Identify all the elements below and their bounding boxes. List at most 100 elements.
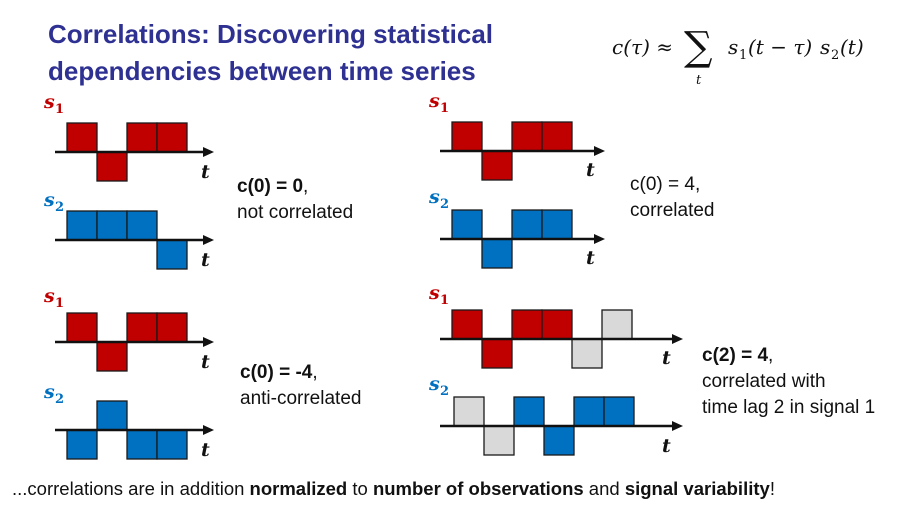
formula-sum-symbol: ∑ — [684, 24, 713, 70]
annotation-value: c(2) = 4 — [702, 345, 769, 366]
signal-time-lag-s1: t s 1 — [428, 282, 683, 369]
signal-label-subscript: 1 — [440, 101, 449, 116]
signal-sample-positive — [513, 396, 545, 427]
annotation-text: correlated with — [702, 371, 826, 392]
formula-s1-arg: (t − τ) — [748, 35, 812, 59]
formula-s2-sub: 2 — [831, 48, 839, 63]
formula-s1-sub: 1 — [739, 48, 747, 63]
signal-label-subscript: 2 — [55, 392, 64, 407]
annotation-time-lag: c(2) = 4, correlated with time lag 2 in … — [702, 343, 875, 421]
signal-sample-negative — [481, 338, 513, 369]
time-axis-arrow — [203, 235, 214, 245]
signal-sample-positive — [541, 309, 573, 340]
signal-sample-positive — [66, 312, 98, 343]
annotation-text: anti-correlated — [240, 388, 362, 409]
signal-sample-positive — [126, 210, 158, 241]
time-axis-arrow — [672, 421, 683, 431]
signal-anti-correlated-s2: t s 2 — [43, 381, 214, 461]
signal-label-subscript: 2 — [55, 200, 64, 215]
signal-label-subscript: 1 — [55, 102, 64, 117]
annotation-value: c(0) = 0 — [237, 176, 304, 197]
signal-sample-shifted — [571, 338, 603, 369]
signal-sample-negative — [156, 429, 188, 460]
time-axis-label: t — [201, 439, 210, 461]
signal-correlated-s2: t s 2 — [428, 186, 605, 269]
signal-label-s1: s — [428, 282, 440, 304]
signal-label-s1: s — [43, 285, 55, 307]
formula-s1: s — [728, 35, 738, 59]
annotation-correlated: c(0) = 4, correlated — [630, 172, 715, 224]
signal-sample-negative — [96, 151, 128, 182]
signal-sample-positive — [156, 312, 188, 343]
signal-sample-negative — [156, 239, 188, 270]
time-axis-label: t — [586, 247, 595, 269]
signal-label-s2: s — [43, 381, 55, 403]
title-line-1: Correlations: Discovering statistical — [48, 19, 494, 49]
time-axis-arrow — [594, 146, 605, 156]
footer-note: ...correlations are in addition normaliz… — [12, 478, 775, 499]
signal-sample-positive — [451, 121, 483, 152]
signal-sample-shifted — [483, 425, 515, 456]
signal-sample-positive — [603, 396, 635, 427]
formula-lhs: c(τ) ≈ — [612, 35, 673, 59]
annotation-text: correlated — [630, 200, 715, 221]
time-axis-label: t — [201, 161, 210, 183]
signal-sample-positive — [451, 309, 483, 340]
annotation-text: not correlated — [237, 202, 354, 223]
time-axis-arrow — [203, 425, 214, 435]
annotation-value: c(0) = 4, — [630, 174, 701, 195]
signal-sample-positive — [511, 309, 543, 340]
signal-correlated-s1: t s 1 — [428, 90, 605, 181]
signal-not-correlated-s1: t s 1 — [43, 91, 214, 183]
time-axis-arrow — [672, 334, 683, 344]
signal-sample-positive — [96, 210, 128, 241]
signal-sample-positive — [156, 122, 188, 153]
signal-sample-positive — [573, 396, 605, 427]
signal-label-subscript: 2 — [440, 197, 449, 212]
time-axis-label: t — [201, 249, 210, 271]
time-axis-arrow — [203, 147, 214, 157]
time-axis-arrow — [203, 337, 214, 347]
title-line-2: dependencies between time series — [48, 56, 476, 86]
signal-label-s2: s — [43, 189, 55, 211]
annotation-value: c(0) = -4 — [240, 362, 313, 383]
signal-label-s1: s — [43, 91, 55, 113]
signal-sample-negative — [481, 238, 513, 269]
time-axis-label: t — [662, 435, 671, 457]
time-axis-label: t — [201, 351, 210, 373]
signal-label-subscript: 2 — [440, 384, 449, 399]
signal-sample-positive — [126, 122, 158, 153]
time-axis-label: t — [586, 159, 595, 181]
signal-label-s1: s — [428, 90, 440, 112]
formula-s2: s — [820, 35, 830, 59]
signal-sample-shifted — [453, 396, 485, 427]
signal-sample-positive — [96, 400, 128, 431]
annotation-text-2: time lag 2 in signal 1 — [702, 397, 876, 418]
signal-anti-correlated-s1: t s 1 — [43, 285, 214, 373]
page-title: Correlations: Discovering statistical de… — [48, 16, 568, 90]
signal-sample-positive — [541, 209, 573, 240]
formula-sum-index: t — [696, 73, 702, 88]
signal-not-correlated-s2: t s 2 — [43, 189, 214, 271]
signal-sample-negative — [66, 429, 98, 460]
time-axis-label: t — [662, 347, 671, 369]
signal-time-lag-s2: t s 2 — [428, 373, 683, 457]
time-axis-arrow — [594, 234, 605, 244]
signal-sample-positive — [451, 209, 483, 240]
signal-label-subscript: 1 — [440, 293, 449, 308]
signal-sample-positive — [126, 312, 158, 343]
signal-label-s2: s — [428, 373, 440, 395]
signal-label-subscript: 1 — [55, 296, 64, 311]
signal-sample-positive — [66, 122, 98, 153]
signal-sample-negative — [126, 429, 158, 460]
signal-sample-positive — [541, 121, 573, 152]
signal-sample-shifted — [601, 309, 633, 340]
annotation-anti-correlated: c(0) = -4, anti-correlated — [240, 360, 361, 412]
signal-sample-positive — [66, 210, 98, 241]
signal-sample-positive — [511, 121, 543, 152]
signal-sample-negative — [481, 150, 513, 181]
formula-s2-arg: (t) — [840, 35, 864, 59]
signal-label-s2: s — [428, 186, 440, 208]
signal-sample-negative — [96, 341, 128, 372]
signal-sample-positive — [511, 209, 543, 240]
